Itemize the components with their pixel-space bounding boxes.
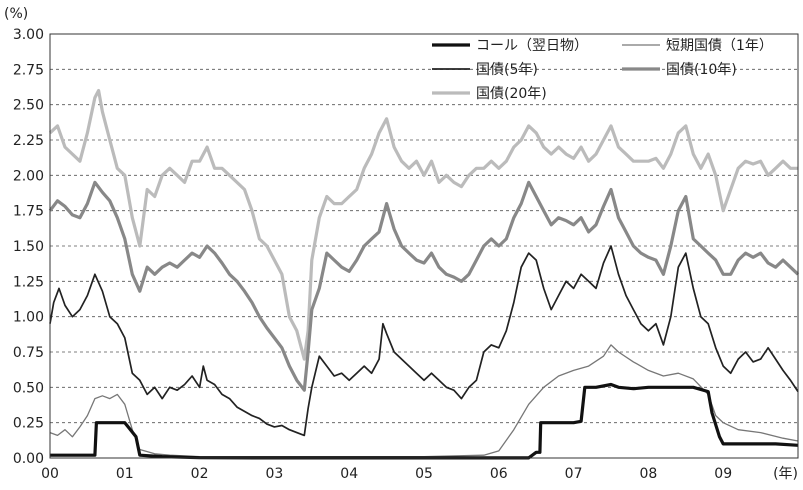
y-tick-label: 0.50 — [13, 380, 44, 396]
series-line-4 — [48, 88, 798, 361]
y-tick-label: 0.75 — [13, 345, 44, 361]
y-axis-unit-label: (%) — [4, 6, 28, 22]
y-tick-label: 1.00 — [13, 310, 44, 326]
legend-label-3: 国債(10年) — [666, 62, 737, 78]
y-tick-label: 1.75 — [13, 204, 44, 220]
x-tick-label: 07 — [565, 466, 583, 482]
y-tick-label: 1.50 — [13, 239, 44, 255]
y-tick-label: 2.00 — [13, 168, 44, 184]
plot-frame — [49, 33, 799, 459]
legend: コール（翌日物） 短期国債（1年） 国債(5年) 国債(10年) 国債(20年) — [432, 38, 773, 102]
series-lines — [48, 88, 800, 460]
legend-label-2: 国債(5年) — [476, 62, 538, 78]
y-tick-label: 2.25 — [13, 133, 44, 149]
x-tick-label: 09 — [714, 466, 732, 482]
y-tick-label: 2.50 — [13, 98, 44, 114]
legend-label-4: 国債(20年) — [476, 86, 547, 102]
x-tick-label: 03 — [265, 466, 283, 482]
x-tick-label: 00 — [41, 466, 59, 482]
x-tick-label: 06 — [490, 466, 508, 482]
x-tick-label: 02 — [191, 466, 209, 482]
y-tick-label: 0.00 — [13, 451, 44, 467]
y-tick-label: 0.25 — [13, 416, 44, 432]
series-line-2 — [49, 245, 799, 437]
y-tick-label: 1.25 — [13, 274, 44, 290]
series-line-0 — [50, 382, 799, 460]
x-tick-label: 01 — [116, 466, 134, 482]
x-axis-ticks: 00 01 02 03 04 05 06 07 08 09 — [41, 466, 732, 482]
y-tick-label: 3.00 — [13, 27, 44, 43]
series-line-1 — [49, 344, 799, 458]
y-tick-label: 2.75 — [13, 62, 44, 78]
series-line-3 — [48, 180, 800, 392]
y-axis-ticks: 0.00 0.25 0.50 0.75 1.00 1.25 1.50 1.75 2.00 2.25… — [13, 27, 44, 467]
x-tick-label: 04 — [340, 466, 358, 482]
grid-lines — [50, 68, 798, 424]
x-tick-label: 05 — [415, 466, 433, 482]
legend-label-0: コール（翌日物） — [476, 38, 588, 54]
x-axis-unit-label: (年) — [773, 466, 798, 482]
legend-label-1: 短期国債（1年） — [666, 38, 773, 54]
x-tick-label: 08 — [639, 466, 657, 482]
